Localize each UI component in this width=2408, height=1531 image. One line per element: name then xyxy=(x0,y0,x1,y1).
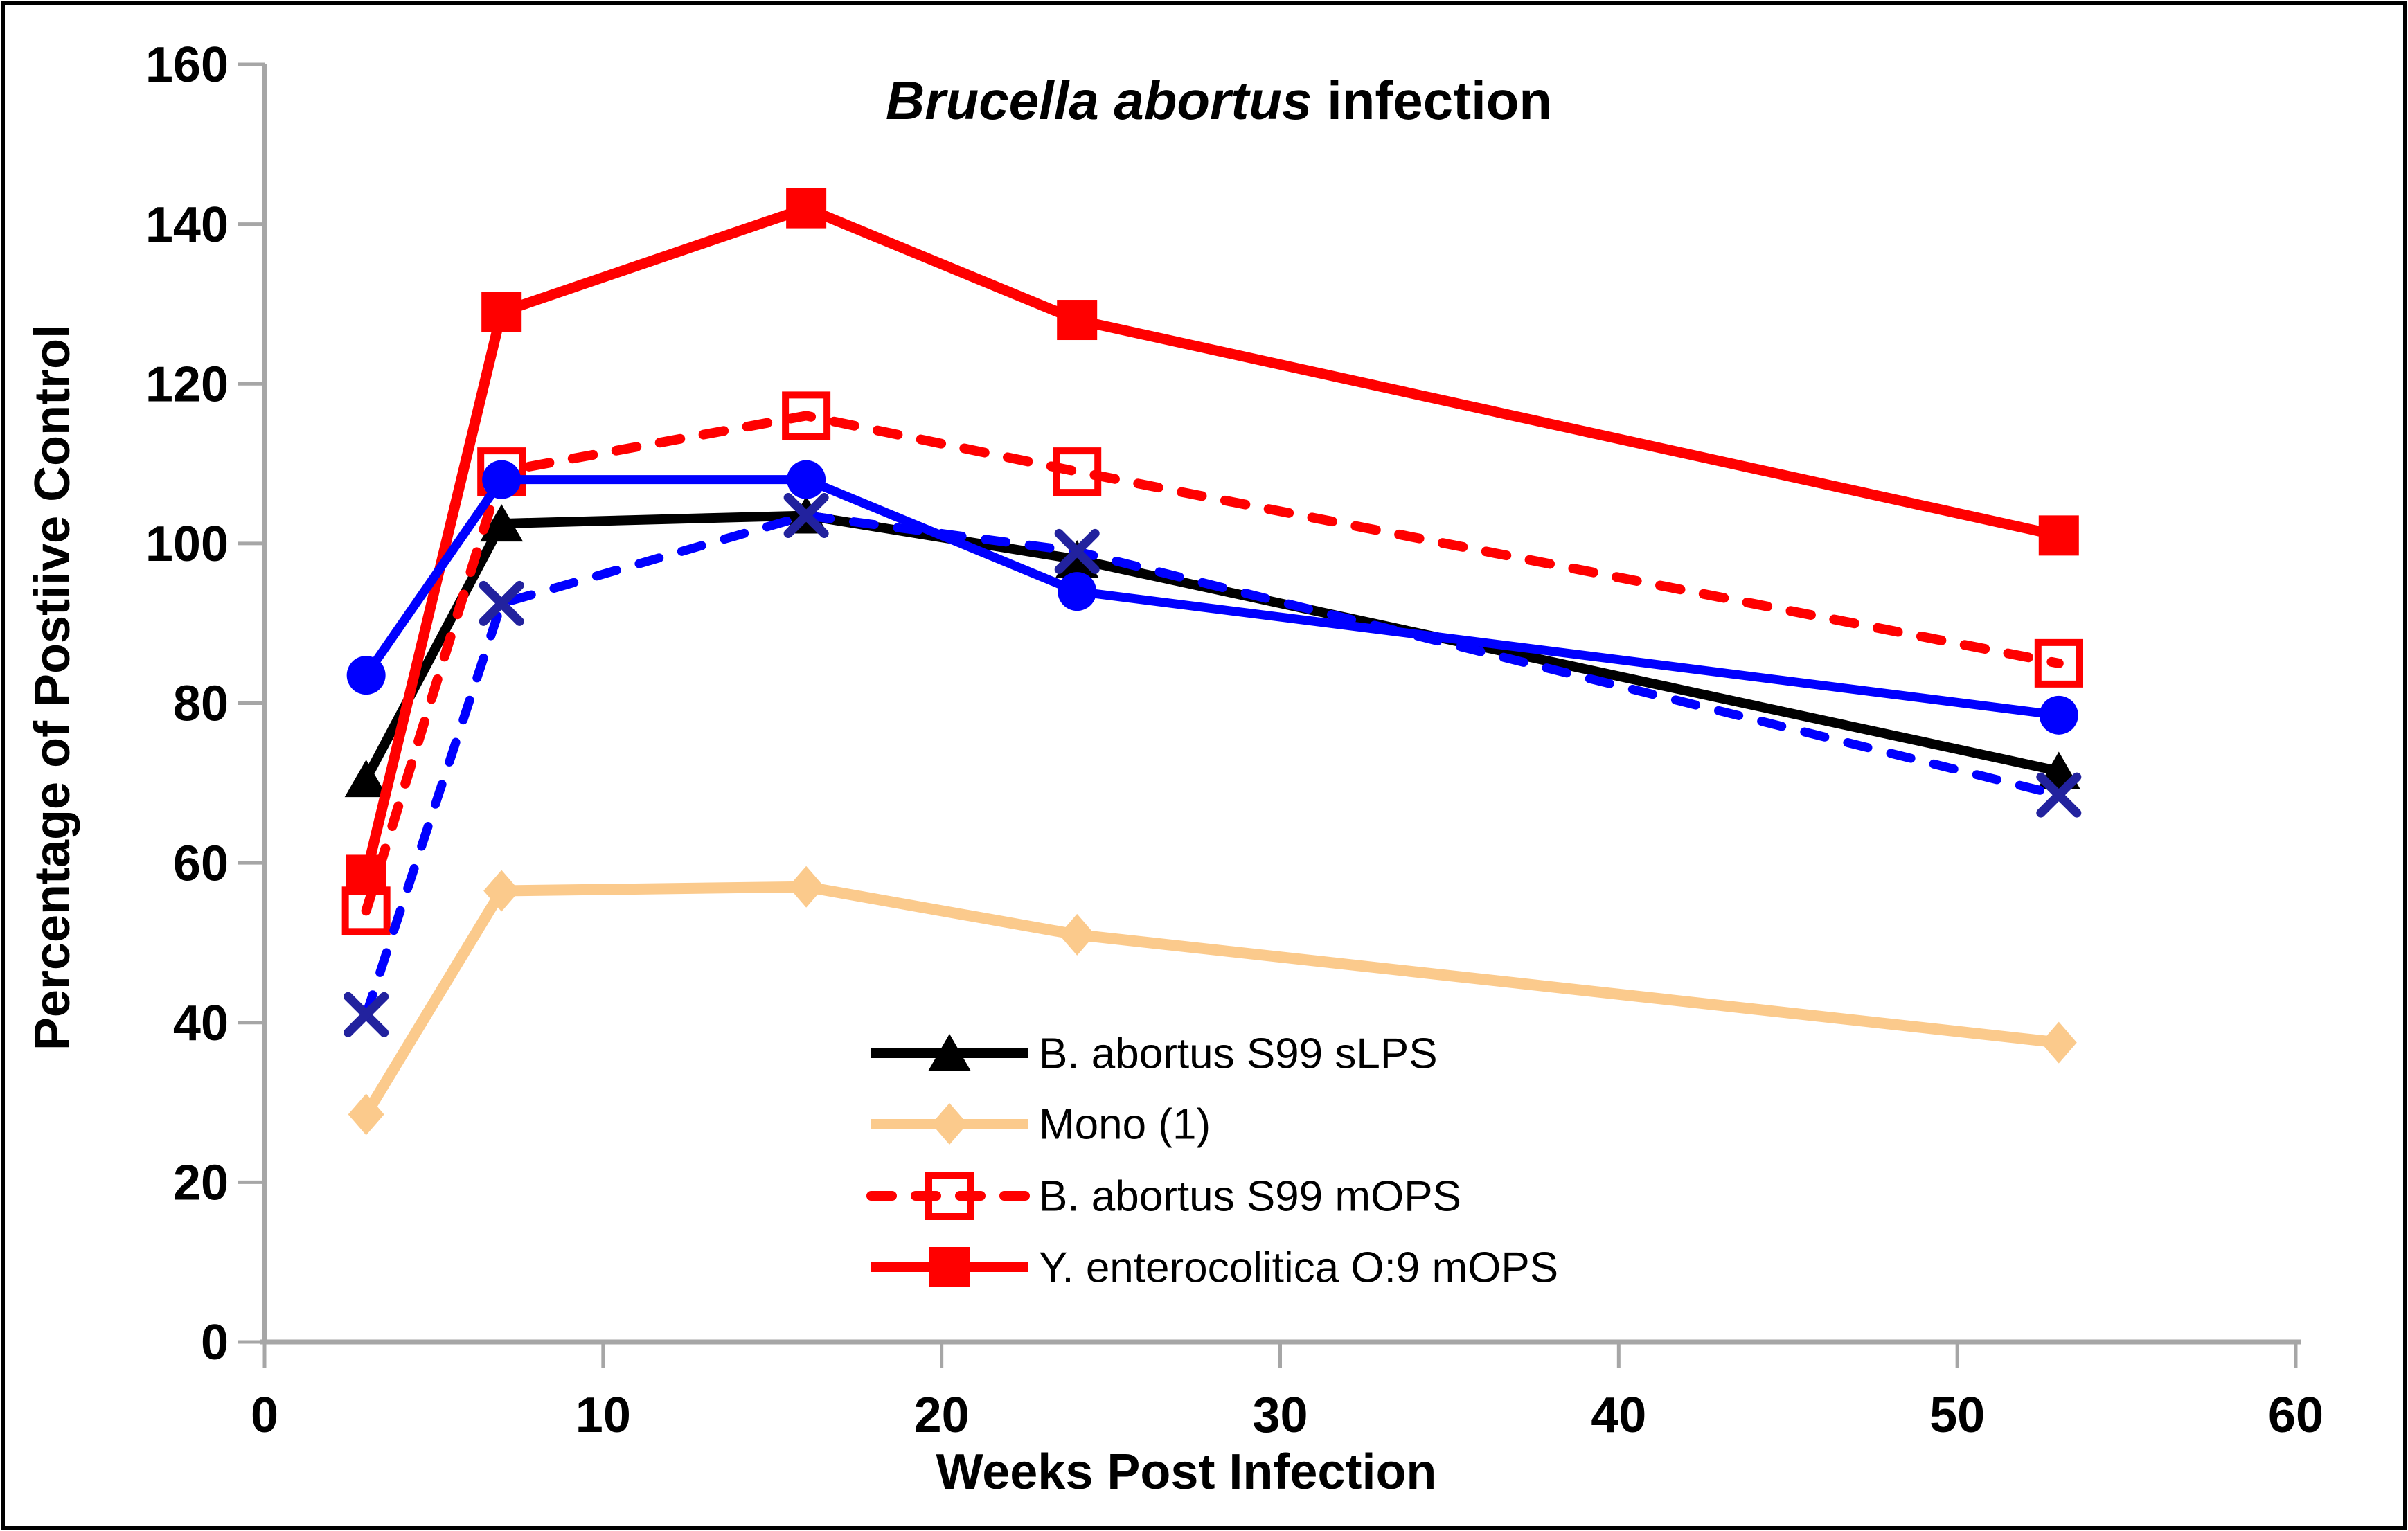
legend-entry-mono-1: Mono (1) xyxy=(871,1101,1211,1149)
x-axis-title: Weeks Post Infection xyxy=(936,1444,1437,1500)
y-tick-label: 160 xyxy=(145,37,229,93)
diamond-marker xyxy=(1059,913,1096,956)
y-tick-label: 40 xyxy=(173,996,229,1051)
square-marker xyxy=(786,188,827,229)
legend-label: Y. enterocolitica O:9 mOPS xyxy=(1039,1244,1558,1292)
y-tick-label: 100 xyxy=(145,517,229,572)
x-tick-label: 50 xyxy=(1929,1388,1985,1443)
legend-label: Mono (1) xyxy=(1039,1101,1211,1149)
x-tick-label: 30 xyxy=(1252,1388,1308,1443)
circle-marker xyxy=(482,460,521,499)
series-unlabeled-blue-dashed-x-markers xyxy=(344,493,2082,1037)
y-axis-title: Percentage of Postiive Control xyxy=(25,325,80,1050)
y-tick-label: 140 xyxy=(145,197,229,253)
triangle-marker xyxy=(480,504,524,542)
legend-label: B. abortus S99 sLPS xyxy=(1039,1030,1438,1078)
legend-triangle-marker xyxy=(928,1034,971,1071)
legend-label: B. abortus S99 mOPS xyxy=(1039,1173,1461,1221)
series-line-b-abortus-s99-mops xyxy=(361,411,2064,916)
circle-marker xyxy=(2039,695,2078,735)
circle-marker xyxy=(787,460,826,499)
x-tick-label: 10 xyxy=(576,1388,631,1443)
legend-square-marker xyxy=(929,1247,970,1287)
open-square-marker xyxy=(782,391,831,440)
y-tick-label: 80 xyxy=(173,677,229,732)
x-marker xyxy=(783,493,829,539)
chart-title-italic-part: Brucella abortus xyxy=(886,70,1312,131)
series-unlabeled-blue-solid-circle-markers xyxy=(346,460,2078,735)
open-square-marker xyxy=(1053,447,1102,496)
diamond-marker xyxy=(2040,1021,2077,1064)
x-tick-label: 40 xyxy=(1591,1388,1646,1443)
circle-marker xyxy=(346,656,386,695)
series-mono-1 xyxy=(348,866,2077,1136)
legend-entry-y-enterocolitica-o-9-mops: Y. enterocolitica O:9 mOPS xyxy=(871,1244,1558,1292)
square-marker xyxy=(2038,515,2079,556)
y-tick-label: 60 xyxy=(173,836,229,891)
series-y-enterocolitica-o-9-mops xyxy=(346,188,2079,895)
chart-title: Brucella abortus infection xyxy=(886,70,1552,131)
axes-layer: 0 20 40 60 80 100 120 140 160 0 10 20 30 40 50 60 xyxy=(145,37,2324,1443)
x-marker xyxy=(344,992,389,1037)
diamond-marker xyxy=(483,870,520,912)
x-tick-label: 20 xyxy=(914,1388,970,1443)
legend: B. abortus S99 sLPS Mono (1) B. abortus S9… xyxy=(866,1030,1558,1292)
square-marker xyxy=(346,854,386,895)
triangle-marker xyxy=(344,760,388,798)
x-marker xyxy=(2036,772,2082,818)
y-tick-label: 20 xyxy=(173,1156,229,1211)
diamond-marker xyxy=(348,1093,384,1136)
square-marker xyxy=(481,292,522,332)
y-tick-label: 0 xyxy=(201,1315,229,1370)
y-tick-label: 120 xyxy=(145,357,229,412)
chart-title-regular-part: infection xyxy=(1312,70,1552,131)
x-marker xyxy=(1054,528,1100,574)
legend-diamond-marker xyxy=(931,1103,967,1145)
diamond-marker xyxy=(788,866,825,908)
legend-entry-b-abortus-s99-slps: B. abortus S99 sLPS xyxy=(871,1030,1438,1078)
x-tick-label: 60 xyxy=(2268,1388,2324,1443)
legend-open-square-marker xyxy=(925,1172,974,1220)
x-marker xyxy=(479,580,524,626)
open-square-marker xyxy=(2034,638,2083,688)
series-layer xyxy=(341,188,2083,1136)
square-marker xyxy=(1057,300,1098,341)
legend-entry-b-abortus-s99-mops: B. abortus S99 mOPS xyxy=(866,1172,1461,1221)
x-tick-label: 0 xyxy=(251,1388,278,1443)
circle-marker xyxy=(1058,572,1097,611)
